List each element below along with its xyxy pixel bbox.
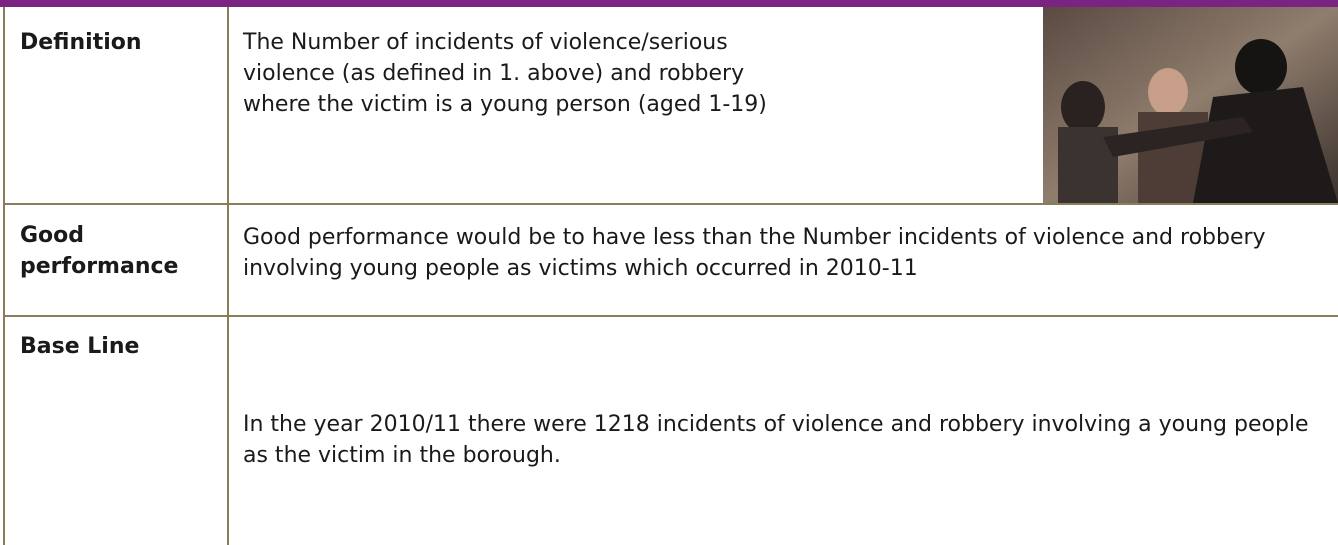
border [3,203,1338,205]
row-text: In the year 2010/11 there were 1218 inci… [243,409,1323,471]
row-label: Base Line [20,331,220,362]
page: Definition The Number of incidents of vi… [0,0,1338,545]
row-label: Good performance [20,220,220,282]
photo [1043,7,1338,203]
border [3,315,1338,317]
border [3,7,5,545]
header-bar [0,0,1338,7]
row-text: The Number of incidents of violence/seri… [243,27,813,120]
row-text: Good performance would be to have less t… [243,222,1323,284]
row-label: Definition [20,27,220,58]
border [227,7,229,545]
